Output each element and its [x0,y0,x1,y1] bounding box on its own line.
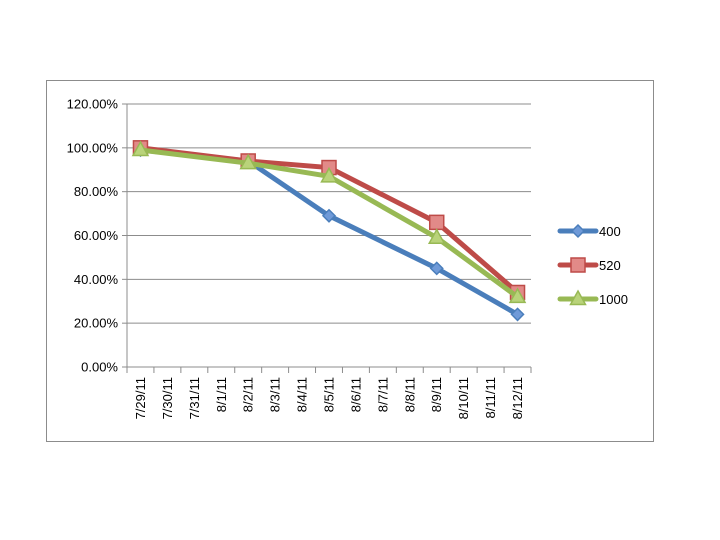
x-tick-label: 8/10/11 [456,377,471,419]
x-tick-label: 8/2/11 [241,377,256,412]
legend-marker [570,257,586,273]
legend: 400 520 1000 [557,223,628,307]
series-group [131,140,527,322]
legend-item-400: 400 [557,223,621,239]
x-tick-label: 8/3/11 [268,377,283,412]
data-point-1000 [427,228,446,244]
data-point-520 [428,214,445,231]
legend-label: 520 [599,258,621,273]
legend-label: 400 [599,224,621,239]
gridlines [127,103,531,324]
x-tick-label: 7/31/11 [187,377,202,419]
data-point-400 [321,208,337,223]
x-tick-label: 8/8/11 [402,377,417,412]
x-tick-label: 7/30/11 [160,377,175,419]
y-tick-label: 0.00% [81,360,118,375]
x-tick-label: 8/1/11 [214,377,229,412]
legend-label: 1000 [599,292,628,307]
legend-item-520: 520 [557,257,621,273]
legend-marker [570,223,586,239]
x-tick-label: 8/11/11 [483,377,498,418]
y-axis-ticks: 0.00% 20.00% 40.00% 60.00% 80.00% 100.00% 120.… [67,97,127,375]
y-tick-label: 60.00% [74,228,119,243]
y-tick-label: 80.00% [74,184,119,199]
data-point-1000 [239,153,257,170]
data-point-400 [510,307,525,322]
x-tick-label: 8/9/11 [429,377,444,412]
data-point-400 [429,261,444,276]
x-tick-label: 8/12/11 [510,377,525,419]
y-tick-label: 100.00% [67,140,119,155]
y-tick-label: 20.00% [74,316,119,331]
x-tick-label: 7/29/11 [133,377,148,419]
data-point-1000 [508,287,527,304]
data-point-1000 [131,140,150,157]
legend-marker [569,289,587,306]
x-tick-label: 8/4/11 [295,377,310,412]
x-tick-label: 8/7/11 [375,377,390,412]
x-tick-label: 8/5/11 [322,377,337,412]
legend-item-1000: 1000 [557,289,628,307]
x-tick-label: 8/6/11 [348,377,363,412]
data-point-1000 [320,166,338,183]
x-axis-ticks: 7/29/11 7/30/11 7/31/11 8/1/11 8/2/11 8/3/11 8… [126,367,532,419]
series-1000 [131,140,527,304]
y-tick-label: 120.00% [67,97,119,112]
y-tick-label: 40.00% [74,272,119,287]
